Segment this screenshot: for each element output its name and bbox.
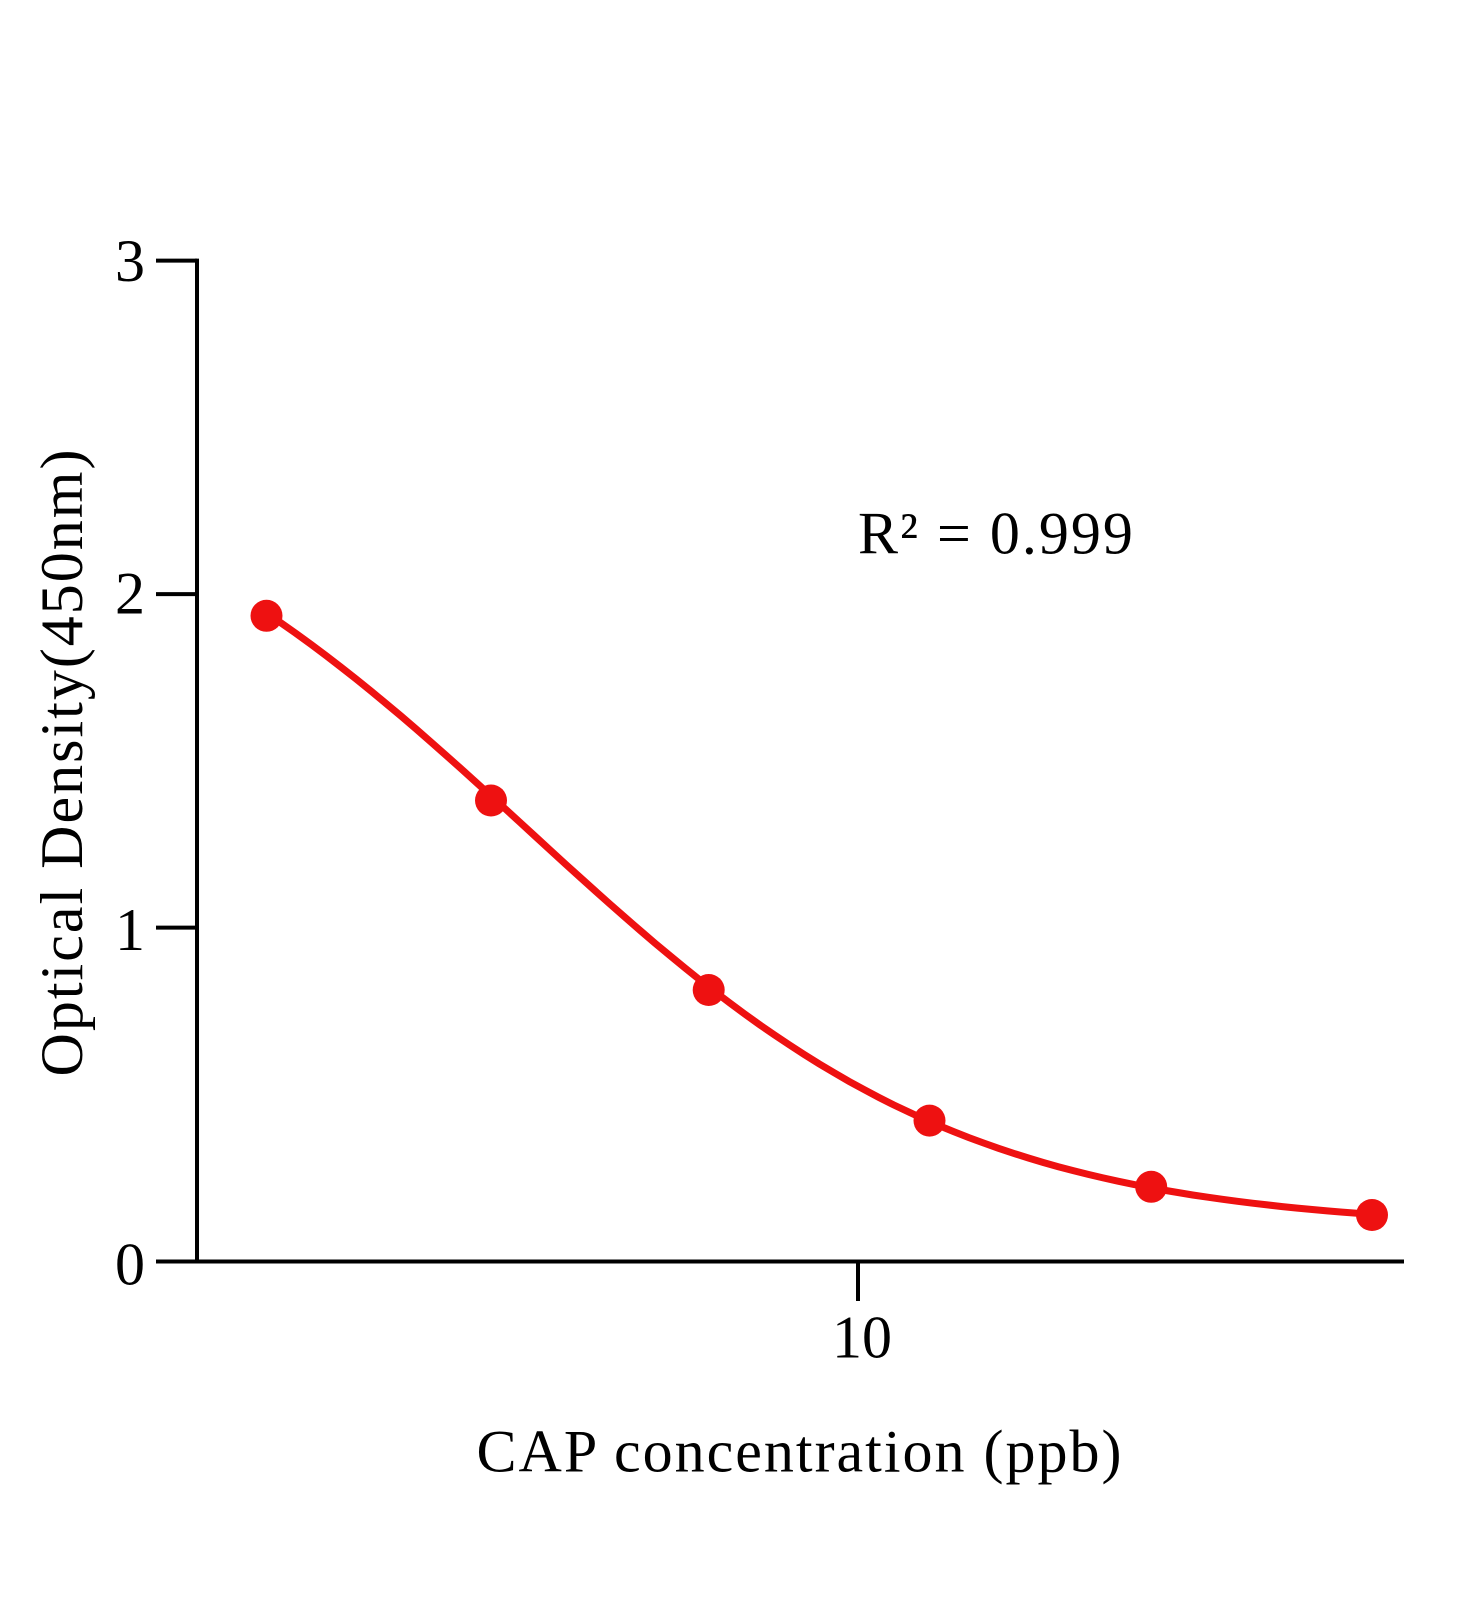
svg-text:Optical Density(450nm): Optical Density(450nm) [29, 448, 95, 1077]
svg-text:10: 10 [832, 1305, 892, 1371]
svg-text:2: 2 [115, 560, 145, 626]
svg-text:1: 1 [115, 897, 145, 963]
svg-text:3: 3 [115, 228, 145, 294]
svg-text:0: 0 [115, 1232, 145, 1298]
svg-text:R² = 0.999: R² = 0.999 [858, 501, 1135, 567]
svg-text:CAP concentration (ppb): CAP concentration (ppb) [477, 1419, 1124, 1485]
